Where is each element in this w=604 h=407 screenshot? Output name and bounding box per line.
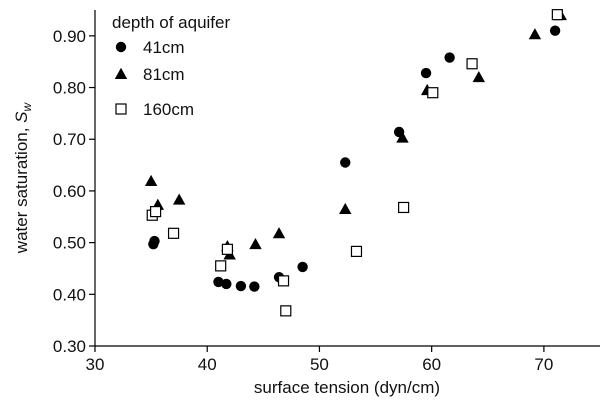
data-point [466, 58, 478, 70]
y-tick-label: 0.60 [53, 182, 86, 201]
x-tick-label: 70 [534, 355, 553, 374]
legend-marker-160cm [115, 103, 127, 115]
data-point [420, 67, 432, 79]
y-axis-title: water saturation, Sw [12, 101, 34, 254]
legend: depth of aquifer 41cm 81cm 160cm [112, 13, 230, 119]
data-point [444, 52, 455, 63]
data-point [472, 71, 485, 83]
data-point [551, 9, 563, 21]
legend-label-81cm: 81cm [143, 65, 185, 84]
x-tick-label: 40 [198, 355, 217, 374]
x-tick-label: 60 [422, 355, 441, 374]
data-point [213, 276, 224, 288]
series-81cm [144, 8, 567, 260]
data-point [144, 174, 158, 187]
axis-ticks: 30 40 50 60 70 0.30 0.40 0.50 0.60 0.70 0.80 0.90 [53, 27, 553, 374]
data-point [340, 157, 351, 168]
y-tick-label: 0.50 [53, 234, 86, 253]
data-point [277, 275, 290, 287]
data-point [215, 260, 227, 272]
data-point [167, 227, 180, 239]
data-point [149, 235, 160, 247]
legend-marker-81cm [114, 67, 128, 79]
legend-items: 41cm 81cm 160cm [114, 38, 194, 119]
y-tick-label: 0.90 [53, 27, 86, 46]
plot-area [94, 10, 600, 347]
data-point [549, 25, 561, 36]
data-point [150, 206, 162, 218]
data-marks [144, 8, 567, 317]
legend-marker-41cm [115, 41, 127, 53]
data-point [398, 201, 410, 214]
y-axis-title-main: water saturation, [12, 123, 31, 254]
data-point [528, 28, 542, 40]
legend-label-160cm: 160cm [143, 100, 194, 119]
legend-title: depth of aquifer [112, 13, 230, 32]
series-160cm [146, 9, 563, 317]
y-tick-label: 0.40 [53, 285, 86, 304]
x-axis-title: surface tension (dyn/cm) [254, 378, 440, 397]
y-tick-label: 0.30 [53, 337, 86, 356]
data-point [172, 193, 186, 205]
data-point [427, 87, 439, 99]
legend-label-41cm: 41cm [143, 38, 185, 57]
y-axis-title-subscript: w [20, 101, 34, 111]
data-point [249, 237, 262, 250]
data-point [350, 245, 363, 258]
x-tick-label: 50 [310, 355, 329, 374]
data-point [396, 131, 409, 143]
y-tick-label: 0.70 [53, 130, 86, 149]
x-tick-label: 30 [86, 355, 105, 374]
data-point [272, 227, 286, 239]
data-point [280, 305, 292, 317]
data-point [249, 281, 260, 292]
y-tick-label: 0.80 [53, 79, 86, 98]
data-point [235, 280, 247, 292]
data-point [339, 202, 352, 214]
data-point [297, 261, 308, 273]
data-point [221, 278, 232, 290]
data-point [221, 243, 234, 255]
y-axis-title-symbol: S [12, 111, 31, 123]
